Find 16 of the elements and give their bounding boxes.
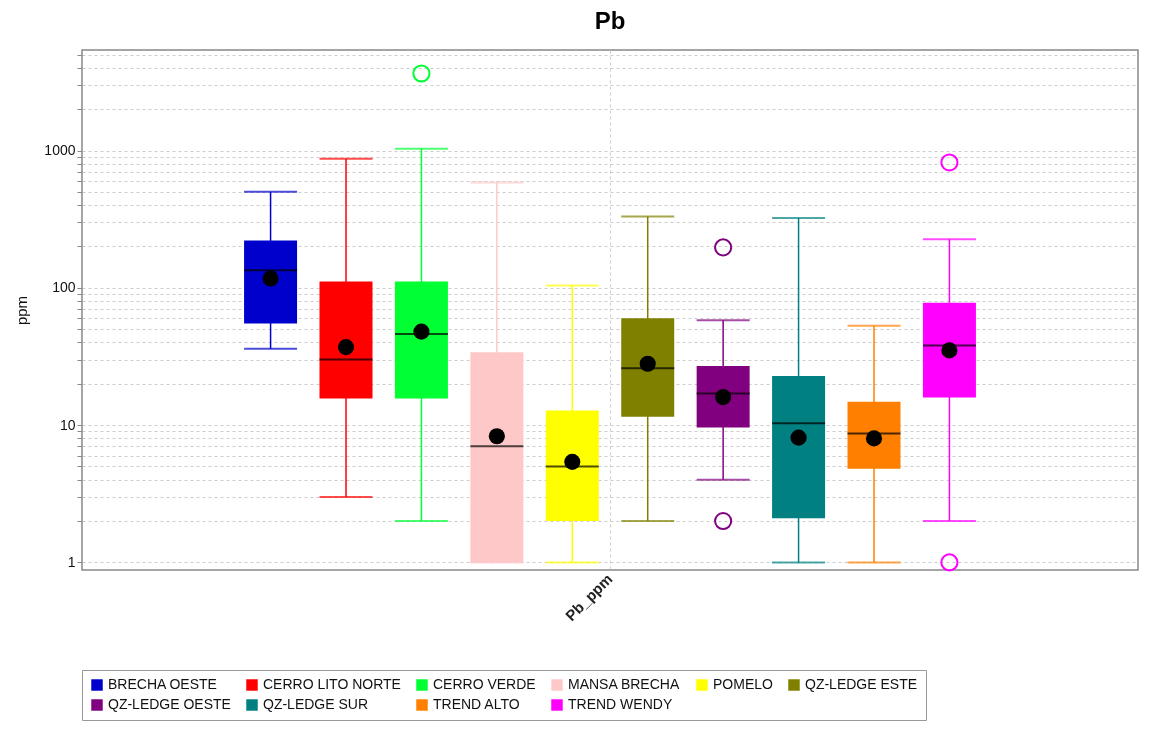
legend-label: QZ-LEDGE OESTE [108,696,231,712]
legend-label: QZ-LEDGE ESTE [805,676,918,692]
chart-title: Pb [594,7,626,34]
legend-label: CERRO LITO NORTE [263,676,401,692]
y-axis-title: ppm [13,295,31,326]
legend-label: CERRO VERDE [433,676,536,692]
y-tick-label: 1 [67,553,76,570]
legend-label: TREND ALTO [433,696,520,712]
y-tick-label: 1000 [44,142,76,159]
legend-label: TREND WENDY [568,696,673,712]
legend-label: MANSA BRECHA [568,676,680,692]
legend-label: POMELO [713,676,774,692]
y-tick-label: 100 [52,279,76,296]
y-tick-label: 10 [59,416,76,433]
legend-label: QZ-LEDGE SUR [263,696,369,712]
legend-label: BRECHA OESTE [108,676,217,692]
